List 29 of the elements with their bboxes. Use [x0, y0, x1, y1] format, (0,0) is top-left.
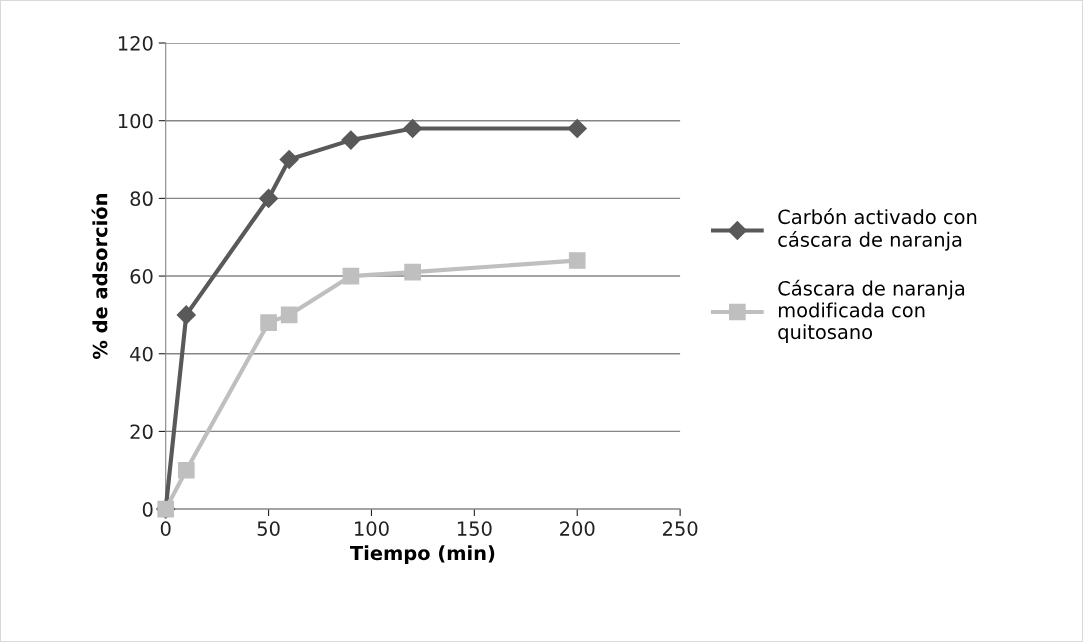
- point: [403, 118, 423, 138]
- legend-label: Cáscara de naranja modificada con quitosano: [778, 279, 965, 343]
- y-tick-label: 0: [142, 502, 153, 517]
- y-tick-label: 120: [118, 35, 153, 51]
- y-tick-label: 80: [130, 191, 153, 207]
- x-tick-label: 200: [560, 521, 595, 536]
- point: [176, 305, 196, 325]
- x-tick-label: 150: [457, 521, 492, 536]
- point: [567, 118, 587, 138]
- x-tick-label: 250: [662, 521, 698, 536]
- x-tick-label: 100: [355, 521, 389, 536]
- point: [177, 461, 195, 479]
- point: [341, 130, 361, 150]
- point: [342, 267, 360, 285]
- point: [404, 263, 421, 281]
- y-tick-label: 100: [118, 113, 153, 129]
- x-tick-label: 0: [160, 521, 171, 536]
- point: [568, 252, 586, 269]
- y-axis-title: % de adsorción: [91, 194, 108, 359]
- y-tick-label: 40: [130, 346, 153, 362]
- legend-label: Carbón activado con cáscara de naranja: [778, 208, 977, 251]
- x-axis-title: Tiempo (min): [350, 545, 495, 565]
- y-tick-label: 60: [130, 269, 153, 284]
- point: [260, 314, 277, 332]
- point: [280, 306, 298, 324]
- point: [259, 188, 279, 208]
- y-tick-label: 20: [130, 424, 153, 440]
- x-tick-label: 50: [257, 521, 280, 536]
- point: [279, 150, 299, 170]
